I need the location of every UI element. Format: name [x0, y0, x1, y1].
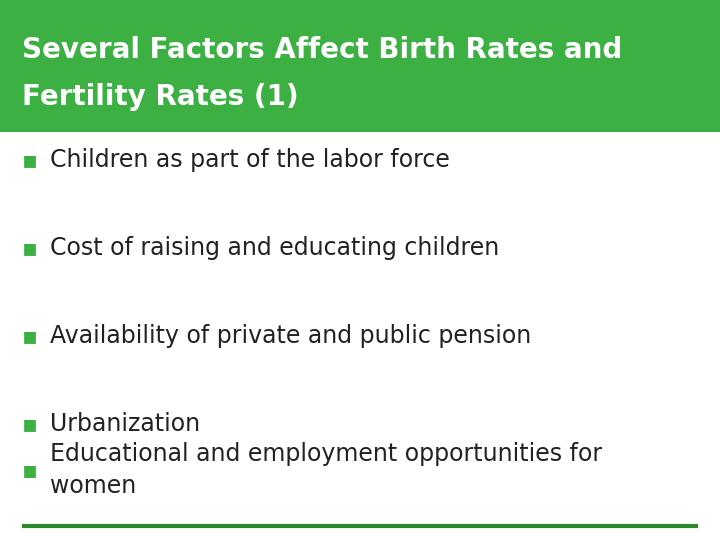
- Bar: [0, 0, 720, 132]
- Text: ▪: ▪: [22, 458, 38, 482]
- Text: Children as part of the labor force: Children as part of the labor force: [50, 148, 450, 172]
- Text: Availability of private and public pension: Availability of private and public pensi…: [50, 324, 531, 348]
- Text: Fertility Rates (1): Fertility Rates (1): [22, 83, 299, 111]
- Text: ▪: ▪: [22, 148, 38, 172]
- Text: Several Factors Affect Birth Rates and: Several Factors Affect Birth Rates and: [22, 36, 622, 64]
- Text: Educational and employment opportunities for
women: Educational and employment opportunities…: [50, 442, 602, 498]
- Text: ▪: ▪: [22, 324, 38, 348]
- Text: Urbanization: Urbanization: [50, 412, 200, 436]
- Text: Cost of raising and educating children: Cost of raising and educating children: [50, 236, 499, 260]
- Text: ▪: ▪: [22, 412, 38, 436]
- Text: ▪: ▪: [22, 236, 38, 260]
